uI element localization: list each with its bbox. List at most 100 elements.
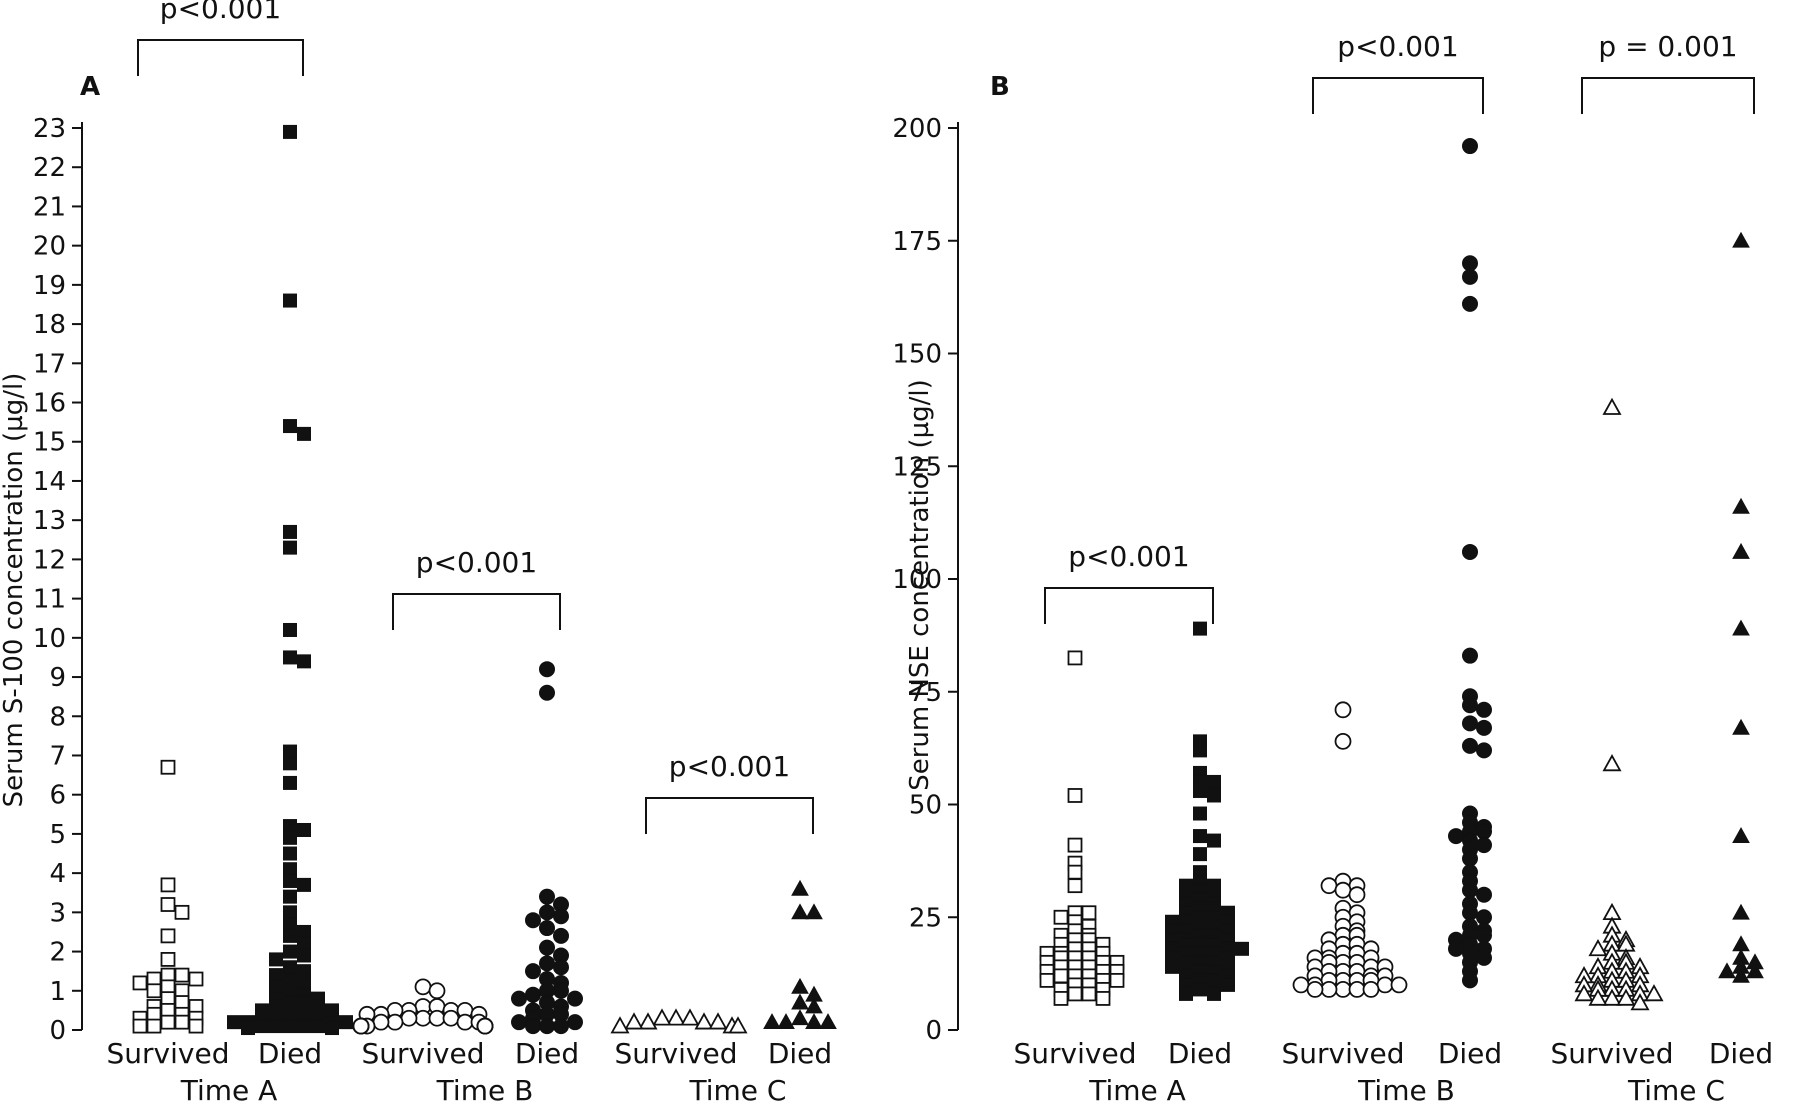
data-point-circle: [1462, 882, 1478, 899]
data-point-square: [297, 924, 311, 939]
data-point-square: [297, 936, 311, 951]
group-label-died: Died: [1438, 1037, 1502, 1070]
data-point-circle: [525, 986, 541, 1003]
y-tick-label: 100: [892, 565, 942, 595]
data-point-triangle: [1732, 903, 1750, 920]
data-point-square: [1095, 991, 1111, 1006]
data-point-circle: [525, 912, 541, 929]
data-point-triangle: [777, 1013, 795, 1030]
data-point-circle: [1462, 715, 1478, 732]
significance-bracket: [645, 797, 814, 834]
group-label-died: Died: [258, 1037, 322, 1070]
data-point-circle: [553, 1018, 569, 1035]
data-point-circle: [1462, 647, 1478, 664]
data-point-square: [146, 983, 162, 999]
data-point-square: [1067, 878, 1083, 894]
data-point-square: [283, 830, 297, 845]
group-label-died: Died: [768, 1037, 832, 1070]
data-point-triangle: [791, 977, 809, 994]
data-point-circle: [553, 927, 569, 944]
data-point-triangle: [638, 1012, 658, 1030]
y-tick-label: 3: [49, 898, 66, 928]
data-point-square: [174, 904, 190, 920]
y-tick-label: 10: [33, 624, 66, 654]
y-tick-label: 150: [892, 340, 942, 370]
data-point-circle: [1334, 701, 1352, 719]
group-label-survived: Survived: [1014, 1037, 1137, 1070]
data-point-triangle: [819, 1013, 837, 1030]
significance-bracket: [392, 593, 561, 630]
data-point-square: [188, 971, 204, 987]
data-point-square: [1179, 955, 1193, 970]
data-point-triangle: [1732, 966, 1750, 983]
data-point-square: [269, 1019, 283, 1034]
group-label-survived: Survived: [615, 1037, 738, 1070]
data-point-circle: [414, 1009, 432, 1027]
data-point-triangle: [1732, 231, 1750, 248]
y-tick-label: 6: [49, 781, 66, 811]
data-point-square: [283, 124, 297, 139]
data-point-circle: [1448, 940, 1464, 957]
data-point-square: [1067, 986, 1083, 1002]
data-point-circle: [1334, 881, 1352, 899]
y-tick-label: 4: [49, 859, 66, 889]
data-point-square: [283, 756, 297, 771]
data-point-circle: [1320, 877, 1338, 895]
data-point-circle: [1320, 981, 1338, 998]
data-point-circle: [1462, 295, 1478, 312]
data-point-square: [1081, 986, 1097, 1002]
data-point-square: [269, 979, 283, 994]
data-point-triangle: [1574, 984, 1594, 1002]
group-label-died: Died: [1168, 1037, 1232, 1070]
data-point-square: [160, 759, 176, 775]
data-point-triangle: [728, 1016, 748, 1034]
y-tick-label: 0: [49, 1016, 66, 1046]
data-point-square: [297, 654, 311, 669]
data-point-circle: [1462, 697, 1478, 714]
data-point-triangle: [1588, 988, 1608, 1006]
data-point-circle: [539, 888, 555, 905]
data-point-square: [283, 524, 297, 539]
data-point-triangle: [1644, 984, 1664, 1002]
data-point-triangle: [1718, 962, 1736, 979]
data-point-square: [325, 1021, 339, 1036]
data-point-square: [297, 1007, 311, 1022]
data-point-circle: [1462, 268, 1478, 285]
data-point-circle: [442, 1009, 460, 1027]
data-point-square: [1193, 621, 1207, 636]
data-point-triangle: [1732, 497, 1750, 514]
data-point-triangle: [624, 1012, 644, 1030]
data-point-circle: [567, 990, 583, 1007]
data-point-circle: [476, 1017, 494, 1035]
data-point-square: [297, 975, 311, 990]
data-point-square: [1193, 806, 1207, 821]
data-point-circle: [372, 1013, 390, 1031]
data-point-square: [283, 928, 297, 943]
y-tick-label: 11: [33, 585, 66, 615]
data-point-circle: [539, 904, 555, 921]
y-tick-label: 0: [925, 1016, 942, 1046]
data-point-square: [283, 889, 297, 904]
data-point-square: [283, 540, 297, 555]
data-point-triangle: [1732, 542, 1750, 559]
time-label: Time B: [436, 1074, 534, 1103]
data-point-circle: [1476, 886, 1492, 903]
data-point-circle: [400, 1009, 418, 1027]
data-point-square: [283, 983, 297, 998]
data-point-square: [1193, 847, 1207, 862]
time-label: Time A: [180, 1074, 278, 1103]
panel-label: B: [990, 72, 1010, 102]
y-tick-label: 12: [33, 545, 66, 575]
time-label: Time C: [1627, 1074, 1725, 1103]
data-point-circle: [1376, 976, 1394, 994]
data-point-square: [174, 967, 190, 983]
data-point-circle: [352, 1017, 370, 1035]
data-point-square: [1053, 968, 1069, 984]
data-point-circle: [386, 1013, 404, 1031]
data-point-square: [283, 846, 297, 861]
data-point-square: [1193, 743, 1207, 758]
y-tick-label: 7: [49, 741, 66, 771]
data-point-triangle: [1616, 988, 1636, 1006]
data-point-circle: [1476, 949, 1492, 966]
